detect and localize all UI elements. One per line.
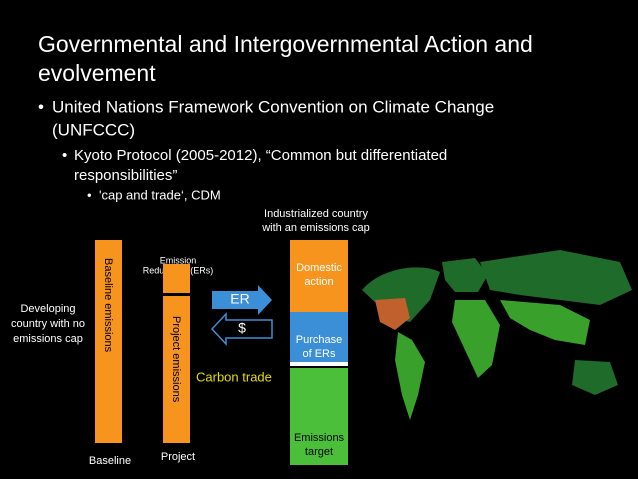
reduction-bar [163, 264, 190, 293]
bar-label: Purchase [296, 334, 342, 346]
baseline-bar [95, 240, 122, 443]
arrow-right [212, 285, 272, 315]
world-map [362, 250, 632, 420]
bar-label: action [304, 276, 333, 288]
label: Developing [20, 303, 75, 315]
label: country with no [11, 318, 85, 330]
bullet-dot: • [38, 97, 44, 116]
bar-label: of ERs [302, 348, 336, 360]
bar-label: Emissions [294, 432, 345, 444]
bullet-text: 'cap and trade‘, CDM [99, 187, 221, 202]
bullet-text: United Nations Framework Convention on C… [52, 97, 494, 116]
bar-label: Domestic [296, 262, 342, 274]
domestic-bar [290, 240, 348, 312]
title: evolvement [38, 60, 156, 86]
bullet-dot: • [62, 147, 67, 164]
label: Industrialized country [264, 208, 368, 220]
arrow-left [210, 312, 273, 346]
bullet-text: (UNFCCC) [52, 120, 135, 139]
label: emissions cap [13, 333, 83, 345]
bullet-text: responsibilities” [74, 167, 177, 184]
target-bar [290, 368, 348, 465]
separator [290, 362, 348, 366]
bullet-dot: • [87, 187, 92, 202]
title: Governmental and Intergovernmental Actio… [38, 31, 533, 57]
arrow-label: $ [238, 320, 246, 336]
bullet-text: Kyoto Protocol (2005-2012), “Common but … [74, 147, 447, 164]
label: Carbon trade [196, 369, 272, 384]
bar-label: Project emissions [170, 316, 182, 403]
label: Baseline [89, 455, 131, 467]
bar-label: Baseline emissions [102, 258, 114, 353]
arrow-label: ER [230, 291, 249, 307]
project-bar [163, 296, 190, 443]
bar-label: target [305, 446, 333, 458]
label: Project [161, 451, 195, 463]
label: Emission [160, 255, 197, 265]
label: with an emissions cap [261, 222, 370, 234]
purchase-bar [290, 312, 348, 362]
